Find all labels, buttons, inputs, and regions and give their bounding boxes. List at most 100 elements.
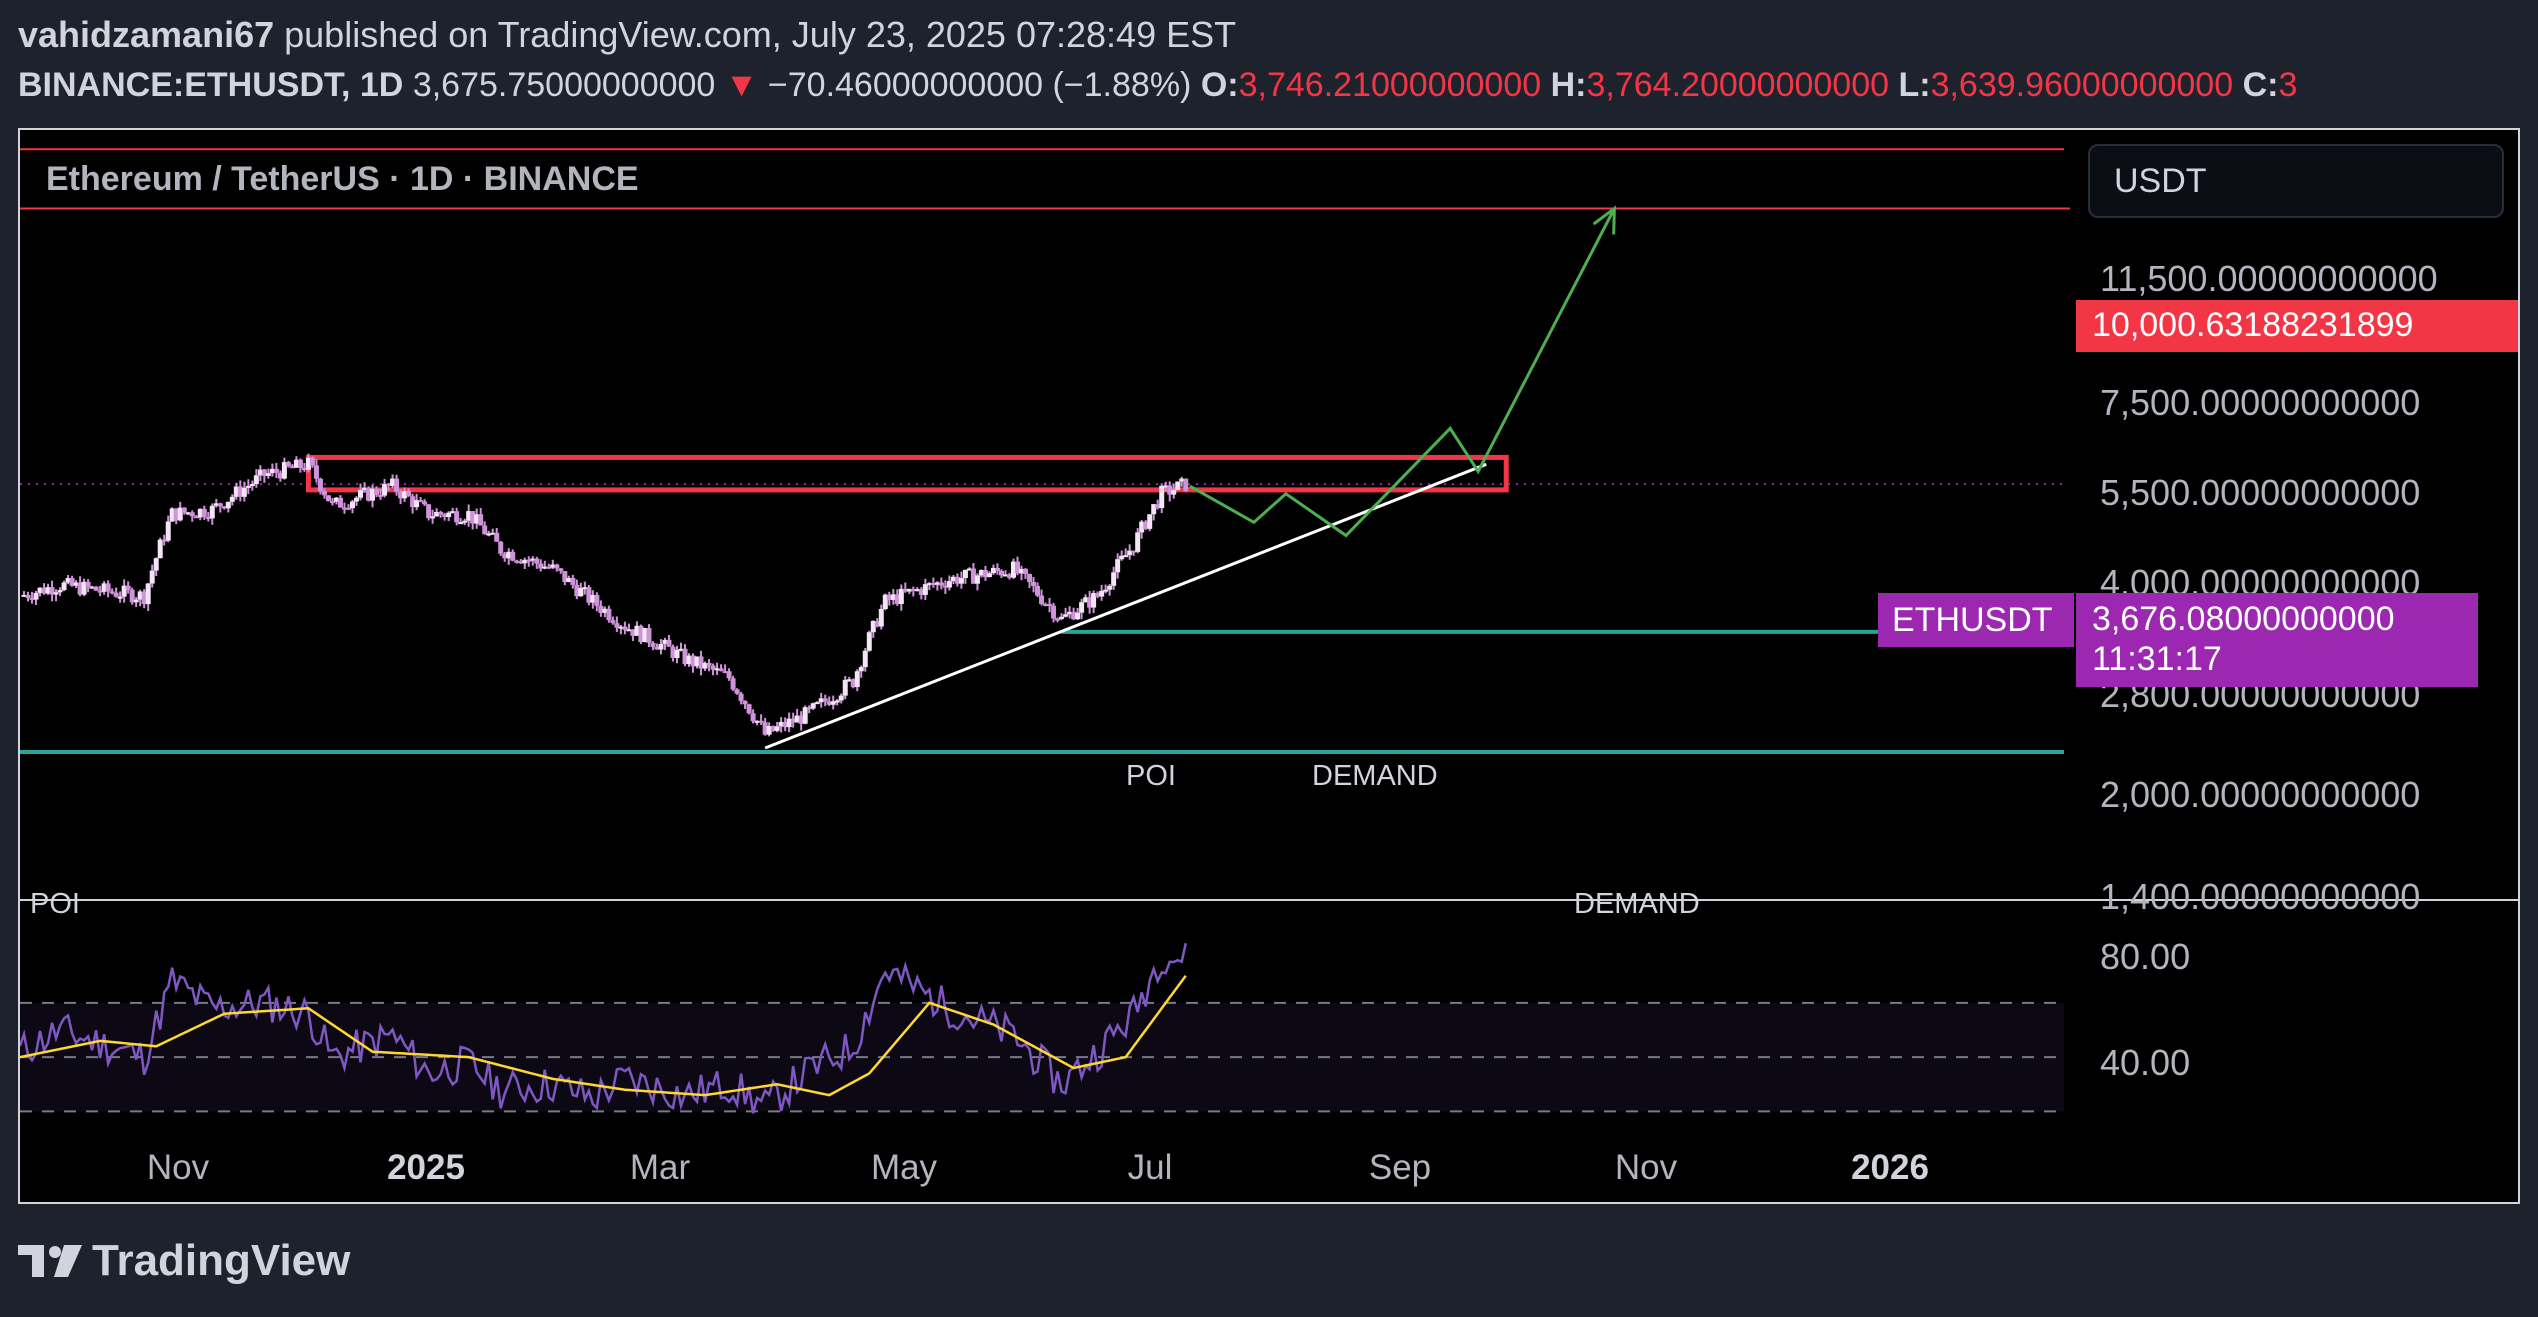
rsi-tick-label: 40.00 — [2100, 1042, 2191, 1083]
candle-body — [434, 511, 440, 517]
price-chart[interactable] — [20, 130, 2518, 1202]
candle-body — [394, 478, 400, 492]
candle-body — [1159, 485, 1165, 509]
candle-body — [454, 511, 460, 523]
candle-body — [117, 596, 123, 599]
candle-body — [53, 592, 59, 595]
candle-body — [778, 721, 784, 727]
candle-body — [998, 570, 1004, 576]
candle-body — [169, 508, 175, 522]
candle-body — [450, 511, 456, 514]
forecast-arrowhead — [1592, 205, 1616, 235]
last-price-tag: 3,676.08000000000 11:31:17 — [2076, 593, 2478, 687]
candle-body — [189, 512, 195, 517]
candle-body — [458, 522, 464, 525]
candle-body — [137, 591, 143, 600]
currency-selector[interactable]: USDT — [2088, 144, 2504, 218]
candle-body — [682, 648, 688, 665]
candle-body — [1103, 589, 1109, 592]
low-label: L: — [1898, 66, 1931, 104]
candle-body — [650, 642, 656, 647]
chart-panel[interactable]: Ethereum / TetherUS · 1D · BINANCE USDT … — [18, 128, 2520, 1204]
candle-body — [762, 722, 768, 735]
candle-body — [598, 605, 604, 613]
candle-body — [1051, 605, 1057, 619]
candle-body — [610, 620, 616, 624]
candle-body — [1179, 478, 1185, 482]
candle-body — [177, 507, 183, 521]
candle-body — [261, 469, 267, 476]
candle-body — [149, 570, 155, 584]
candle-body — [297, 459, 303, 469]
candle-body — [474, 514, 480, 524]
candle-body — [237, 486, 243, 497]
candle-body — [934, 582, 940, 585]
trendline — [764, 462, 1487, 750]
candle-body — [402, 491, 408, 499]
candle-body — [814, 702, 820, 705]
x-tick-label: Nov — [1614, 1148, 1678, 1187]
candle-body — [89, 586, 95, 589]
candle-body — [746, 704, 752, 714]
candle-body — [41, 587, 47, 594]
publisher-name[interactable]: vahidzamani67 — [18, 14, 275, 55]
candle-body — [634, 625, 640, 636]
candle-body — [978, 570, 984, 576]
candle-body — [546, 566, 552, 569]
candle-body — [490, 532, 496, 535]
candle-body — [990, 567, 996, 574]
candle-body — [181, 507, 187, 513]
candle-body — [289, 466, 295, 469]
candle-body — [269, 468, 275, 474]
candle-body — [406, 491, 412, 497]
candle-body — [470, 511, 476, 524]
candle-body — [534, 558, 540, 564]
candle-body — [69, 578, 75, 586]
candle-body — [870, 620, 876, 633]
candle-body — [1091, 593, 1097, 608]
candle-body — [1027, 574, 1033, 582]
candle-body — [666, 639, 672, 647]
candle-body — [982, 570, 988, 578]
candle-body — [774, 726, 780, 731]
candle-body — [109, 591, 115, 594]
candle-body — [942, 585, 948, 588]
candle-body — [73, 582, 79, 586]
candle-body — [285, 462, 291, 467]
candle-body — [554, 564, 560, 569]
candle-body — [842, 679, 848, 696]
candle-body — [213, 503, 219, 506]
x-tick-label: 2026 — [1851, 1148, 1929, 1187]
candle-body — [994, 567, 1000, 571]
candle-body — [958, 578, 964, 584]
tradingview-logo[interactable]: TradingView — [18, 1236, 350, 1286]
candle-body — [906, 588, 912, 592]
candle-body — [49, 587, 55, 595]
candle-body — [265, 473, 271, 476]
symbol-line[interactable]: BINANCE:ETHUSDT, 1D — [18, 66, 404, 104]
tradingview-brand: TradingView — [92, 1236, 351, 1285]
candle-body — [105, 583, 111, 592]
candle-body — [1083, 597, 1089, 603]
candle-body — [510, 551, 516, 561]
candle-body — [29, 597, 35, 600]
candle-body — [526, 559, 532, 562]
candle-body — [366, 487, 372, 501]
tradingview-logo-icon — [18, 1245, 82, 1277]
candle-body — [966, 568, 972, 571]
candle-body — [862, 650, 868, 668]
candle-body — [494, 532, 500, 542]
candle-body — [1039, 595, 1045, 604]
candle-body — [281, 462, 287, 479]
candle-body — [442, 514, 448, 518]
candle-body — [646, 628, 652, 643]
candle-body — [830, 701, 836, 705]
candle-body — [45, 587, 51, 594]
candle-body — [1127, 550, 1133, 556]
candle-body — [946, 581, 952, 588]
candle-body — [1067, 611, 1073, 615]
candle-body — [21, 594, 27, 597]
candle-body — [410, 496, 416, 508]
candle-body — [65, 578, 71, 583]
candle-body — [173, 508, 179, 521]
